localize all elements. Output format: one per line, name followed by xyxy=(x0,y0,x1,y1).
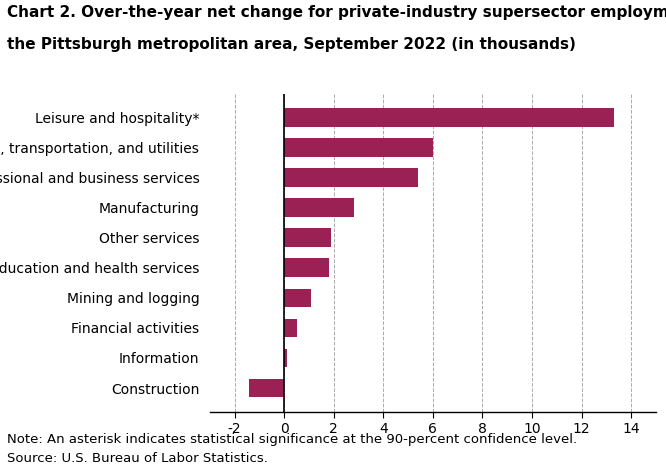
Bar xyxy=(284,258,329,277)
Bar xyxy=(250,379,284,397)
Text: Chart 2. Over-the-year net change for private-industry supersector employment in: Chart 2. Over-the-year net change for pr… xyxy=(7,5,666,20)
Bar xyxy=(284,168,418,187)
Bar xyxy=(284,319,296,337)
Bar xyxy=(284,108,614,127)
Text: Source: U.S. Bureau of Labor Statistics.: Source: U.S. Bureau of Labor Statistics. xyxy=(7,452,268,465)
Bar xyxy=(284,288,312,307)
Text: the Pittsburgh metropolitan area, September 2022 (in thousands): the Pittsburgh metropolitan area, Septem… xyxy=(7,37,575,52)
Text: Note: An asterisk indicates statistical significance at the 90-percent confidenc: Note: An asterisk indicates statistical … xyxy=(7,433,577,446)
Bar xyxy=(284,138,433,157)
Bar xyxy=(284,349,286,367)
Bar xyxy=(284,228,331,247)
Bar xyxy=(284,198,354,217)
